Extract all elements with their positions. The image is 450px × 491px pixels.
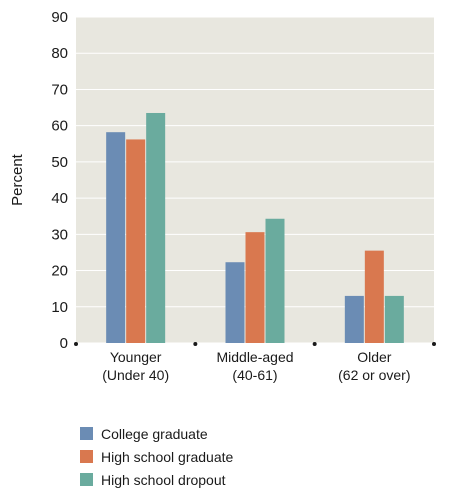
x-category-label: (62 or over) <box>338 367 410 383</box>
legend: College graduate High school graduate High… <box>80 422 233 491</box>
y-tick-label: 20 <box>51 263 68 280</box>
x-axis-dots <box>74 342 436 346</box>
bar <box>106 132 126 343</box>
bar <box>364 250 384 343</box>
x-axis-dot <box>312 342 317 346</box>
x-category-label: Younger <box>110 349 162 365</box>
bar <box>384 295 404 343</box>
x-axis-dot <box>432 342 436 346</box>
x-axis-category-labels: Younger (Under 40) Middle-aged (40-61) Older… <box>102 349 410 383</box>
y-tick-label: 30 <box>51 226 68 243</box>
bars <box>106 112 404 343</box>
legend-label: High school dropout <box>101 471 226 488</box>
y-tick-label: 50 <box>51 154 68 171</box>
y-tick-label: 70 <box>51 81 68 98</box>
bar <box>126 139 146 343</box>
legend-label: High school graduate <box>101 448 234 465</box>
y-tick-label: 40 <box>51 190 68 207</box>
y-tick-label: 60 <box>51 118 68 135</box>
legend-item: High school graduate <box>80 445 233 468</box>
x-category-label: (40-61) <box>232 367 277 383</box>
bar <box>245 232 265 343</box>
x-category-label: (Under 40) <box>102 367 169 383</box>
y-axis-title: Percent <box>9 153 26 206</box>
bar <box>146 112 166 343</box>
bar <box>265 218 285 343</box>
y-tick-label: 0 <box>60 335 68 352</box>
x-category-label: Middle-aged <box>216 349 293 365</box>
legend-swatch <box>80 450 93 463</box>
legend-item: High school dropout <box>80 468 233 491</box>
y-tick-label: 80 <box>51 45 68 62</box>
x-category-label: Older <box>357 349 392 365</box>
x-axis-dot <box>193 342 198 346</box>
bar <box>225 262 245 343</box>
x-axis-dot <box>74 342 78 346</box>
legend-swatch <box>80 427 93 440</box>
y-axis-ticks: 0 10 20 30 40 50 60 70 80 90 <box>51 9 68 352</box>
legend-label: College graduate <box>101 425 208 442</box>
legend-swatch <box>80 473 93 486</box>
legend-item: College graduate <box>80 422 233 445</box>
bar <box>344 295 364 343</box>
y-tick-label: 90 <box>51 9 68 26</box>
y-tick-label: 10 <box>51 299 68 316</box>
